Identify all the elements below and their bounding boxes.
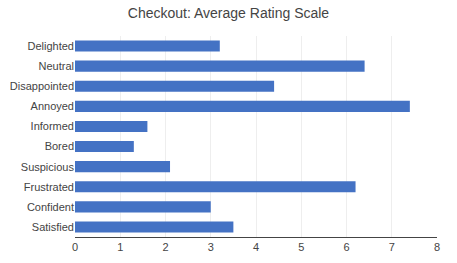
- svg-text:Neutral: Neutral: [39, 60, 74, 72]
- svg-text:Annoyed: Annoyed: [31, 100, 74, 112]
- svg-text:4: 4: [253, 241, 259, 253]
- svg-text:7: 7: [389, 241, 395, 253]
- svg-text:Satisfied: Satisfied: [32, 221, 74, 233]
- svg-text:8: 8: [434, 241, 440, 253]
- svg-text:5: 5: [298, 241, 304, 253]
- svg-text:3: 3: [208, 241, 214, 253]
- svg-text:Bored: Bored: [45, 140, 74, 152]
- svg-text:0: 0: [72, 241, 78, 253]
- svg-text:6: 6: [343, 241, 349, 253]
- svg-text:1: 1: [117, 241, 123, 253]
- svg-text:Delighted: Delighted: [28, 40, 74, 52]
- svg-text:Informed: Informed: [31, 120, 74, 132]
- svg-text:Suspicious: Suspicious: [21, 161, 75, 173]
- svg-text:Checkout: Average Rating Scale: Checkout: Average Rating Scale: [128, 5, 330, 21]
- svg-text:2: 2: [162, 241, 168, 253]
- svg-text:Confident: Confident: [27, 201, 74, 213]
- svg-text:Frustrated: Frustrated: [24, 181, 74, 193]
- svg-text:Disappointed: Disappointed: [10, 80, 74, 92]
